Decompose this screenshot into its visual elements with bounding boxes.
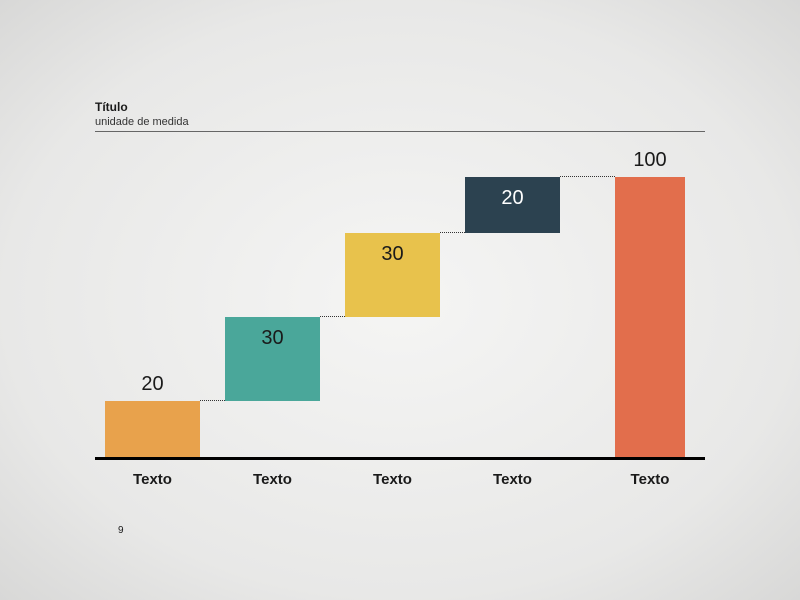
bar-value-label: 100 xyxy=(615,149,685,172)
waterfall-connector xyxy=(560,176,615,177)
waterfall-connector xyxy=(440,232,465,233)
waterfall-chart: 20 Texto 30 Texto 30 Texto 20 Texto 100 Texto xyxy=(95,140,705,490)
waterfall-bar: 30 xyxy=(345,233,440,317)
category-label: Texto xyxy=(225,471,320,488)
page-number: 9 xyxy=(118,525,124,536)
bar-value-label: 30 xyxy=(225,327,320,350)
chart-baseline xyxy=(95,457,705,460)
waterfall-bar: 100 xyxy=(615,177,685,457)
waterfall-connector xyxy=(200,400,225,401)
category-label: Texto xyxy=(615,471,685,488)
waterfall-connector xyxy=(320,316,345,317)
chart-title: Título xyxy=(95,100,705,114)
waterfall-bar: 20 xyxy=(105,401,200,457)
category-label: Texto xyxy=(345,471,440,488)
chart-header: Título unidade de medida xyxy=(95,100,705,132)
header-rule xyxy=(95,131,705,132)
bar-value-label: 30 xyxy=(345,243,440,266)
waterfall-bar: 20 xyxy=(465,177,560,233)
category-label: Texto xyxy=(465,471,560,488)
waterfall-bar: 30 xyxy=(225,317,320,401)
bar-value-label: 20 xyxy=(465,187,560,210)
bar-value-label: 20 xyxy=(105,373,200,396)
category-label: Texto xyxy=(105,471,200,488)
chart-subtitle: unidade de medida xyxy=(95,116,705,128)
